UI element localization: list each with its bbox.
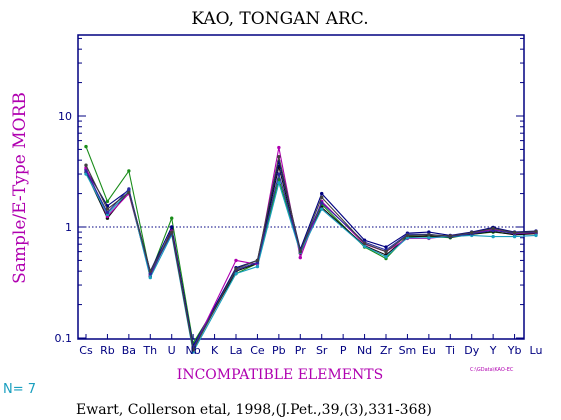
data-point	[320, 191, 324, 196]
count-label: N= 7	[3, 382, 36, 397]
data-point	[384, 245, 388, 249]
data-point	[534, 229, 538, 234]
data-point	[255, 258, 260, 263]
file-label: C:\GData\KAO-EC	[470, 367, 514, 373]
data-point	[84, 163, 88, 167]
x-tick-label: K	[211, 344, 219, 357]
data-point	[170, 216, 174, 220]
data-point	[105, 199, 110, 204]
data-point	[277, 145, 281, 150]
x-tick-label: Eu	[422, 344, 436, 357]
plot-frame	[77, 34, 525, 340]
data-point	[191, 348, 195, 352]
y-tick-label: 1	[65, 221, 72, 234]
data-point	[234, 271, 238, 276]
x-tick-label: Pb	[272, 344, 286, 357]
series-line	[85, 166, 537, 351]
x-tick-label: Pr	[295, 344, 306, 357]
data-point	[298, 255, 302, 260]
data-point	[148, 271, 152, 276]
data-point	[277, 181, 281, 185]
x-axis-label: INCOMPATIBLE ELEMENTS	[177, 367, 383, 383]
data-point	[512, 234, 517, 239]
data-point	[84, 169, 88, 173]
series-line	[85, 161, 537, 348]
data-point	[427, 233, 431, 237]
chart-title: KAO, TONGAN ARC.	[191, 9, 368, 29]
x-tick-label: Nb	[186, 344, 201, 357]
data-point	[512, 230, 517, 235]
y-axis-label: Sample/E-Type MORB	[10, 92, 30, 284]
data-point	[148, 275, 152, 280]
data-point	[320, 207, 324, 211]
y-tick-label: 0.1	[55, 332, 73, 345]
data-point	[127, 187, 131, 191]
series-line	[85, 173, 537, 354]
data-point	[127, 169, 131, 173]
x-tick-label: Cs	[79, 344, 93, 357]
data-point	[127, 190, 131, 195]
series-line	[85, 147, 537, 351]
x-tick-label: Sm	[399, 344, 417, 357]
data-point	[448, 234, 452, 238]
data-point	[427, 236, 431, 240]
data-point	[105, 210, 110, 215]
x-tick-label: La	[230, 344, 243, 357]
x-tick-label: Th	[142, 344, 157, 357]
series-line	[85, 156, 537, 352]
data-point	[320, 195, 324, 200]
x-tick-label: Rb	[100, 344, 115, 357]
x-tick-label: Nd	[357, 344, 372, 357]
data-point	[234, 267, 238, 271]
data-point	[148, 269, 152, 273]
data-point	[170, 230, 174, 234]
x-tick-label: P	[340, 344, 347, 357]
data-point	[105, 207, 110, 211]
data-point	[170, 225, 174, 229]
data-point	[277, 154, 281, 159]
x-tick-label: Sr	[316, 344, 328, 357]
data-point	[362, 244, 367, 249]
citation: Ewart, Collerson etal, 1998,(J.Pet.,39,(…	[76, 402, 432, 418]
data-point	[234, 258, 238, 263]
data-point	[491, 234, 495, 239]
series-line	[85, 146, 537, 345]
data-point	[320, 201, 324, 205]
y-tick-label: 10	[58, 110, 72, 123]
x-tick-label: Ce	[250, 344, 265, 357]
data-point	[362, 241, 367, 246]
x-tick-label: Y	[489, 344, 497, 357]
data-point	[470, 230, 474, 235]
data-point	[534, 233, 538, 238]
x-tick-label: Ti	[445, 344, 455, 357]
data-point	[384, 249, 388, 254]
data-point	[255, 264, 260, 269]
data-point	[277, 172, 281, 176]
data-point	[405, 236, 410, 240]
data-point	[298, 249, 302, 254]
data-point	[405, 233, 410, 238]
x-tick-label: Ba	[122, 344, 136, 357]
x-tick-label: Zr	[380, 344, 393, 357]
x-tick-label: Yb	[507, 344, 522, 357]
data-point	[491, 226, 495, 231]
x-tick-label: U	[168, 344, 176, 357]
data-point	[84, 144, 88, 149]
data-point	[384, 255, 388, 259]
series-line	[85, 170, 537, 350]
x-tick-label: Lu	[530, 344, 543, 357]
x-tick-label: Dy	[464, 344, 479, 357]
